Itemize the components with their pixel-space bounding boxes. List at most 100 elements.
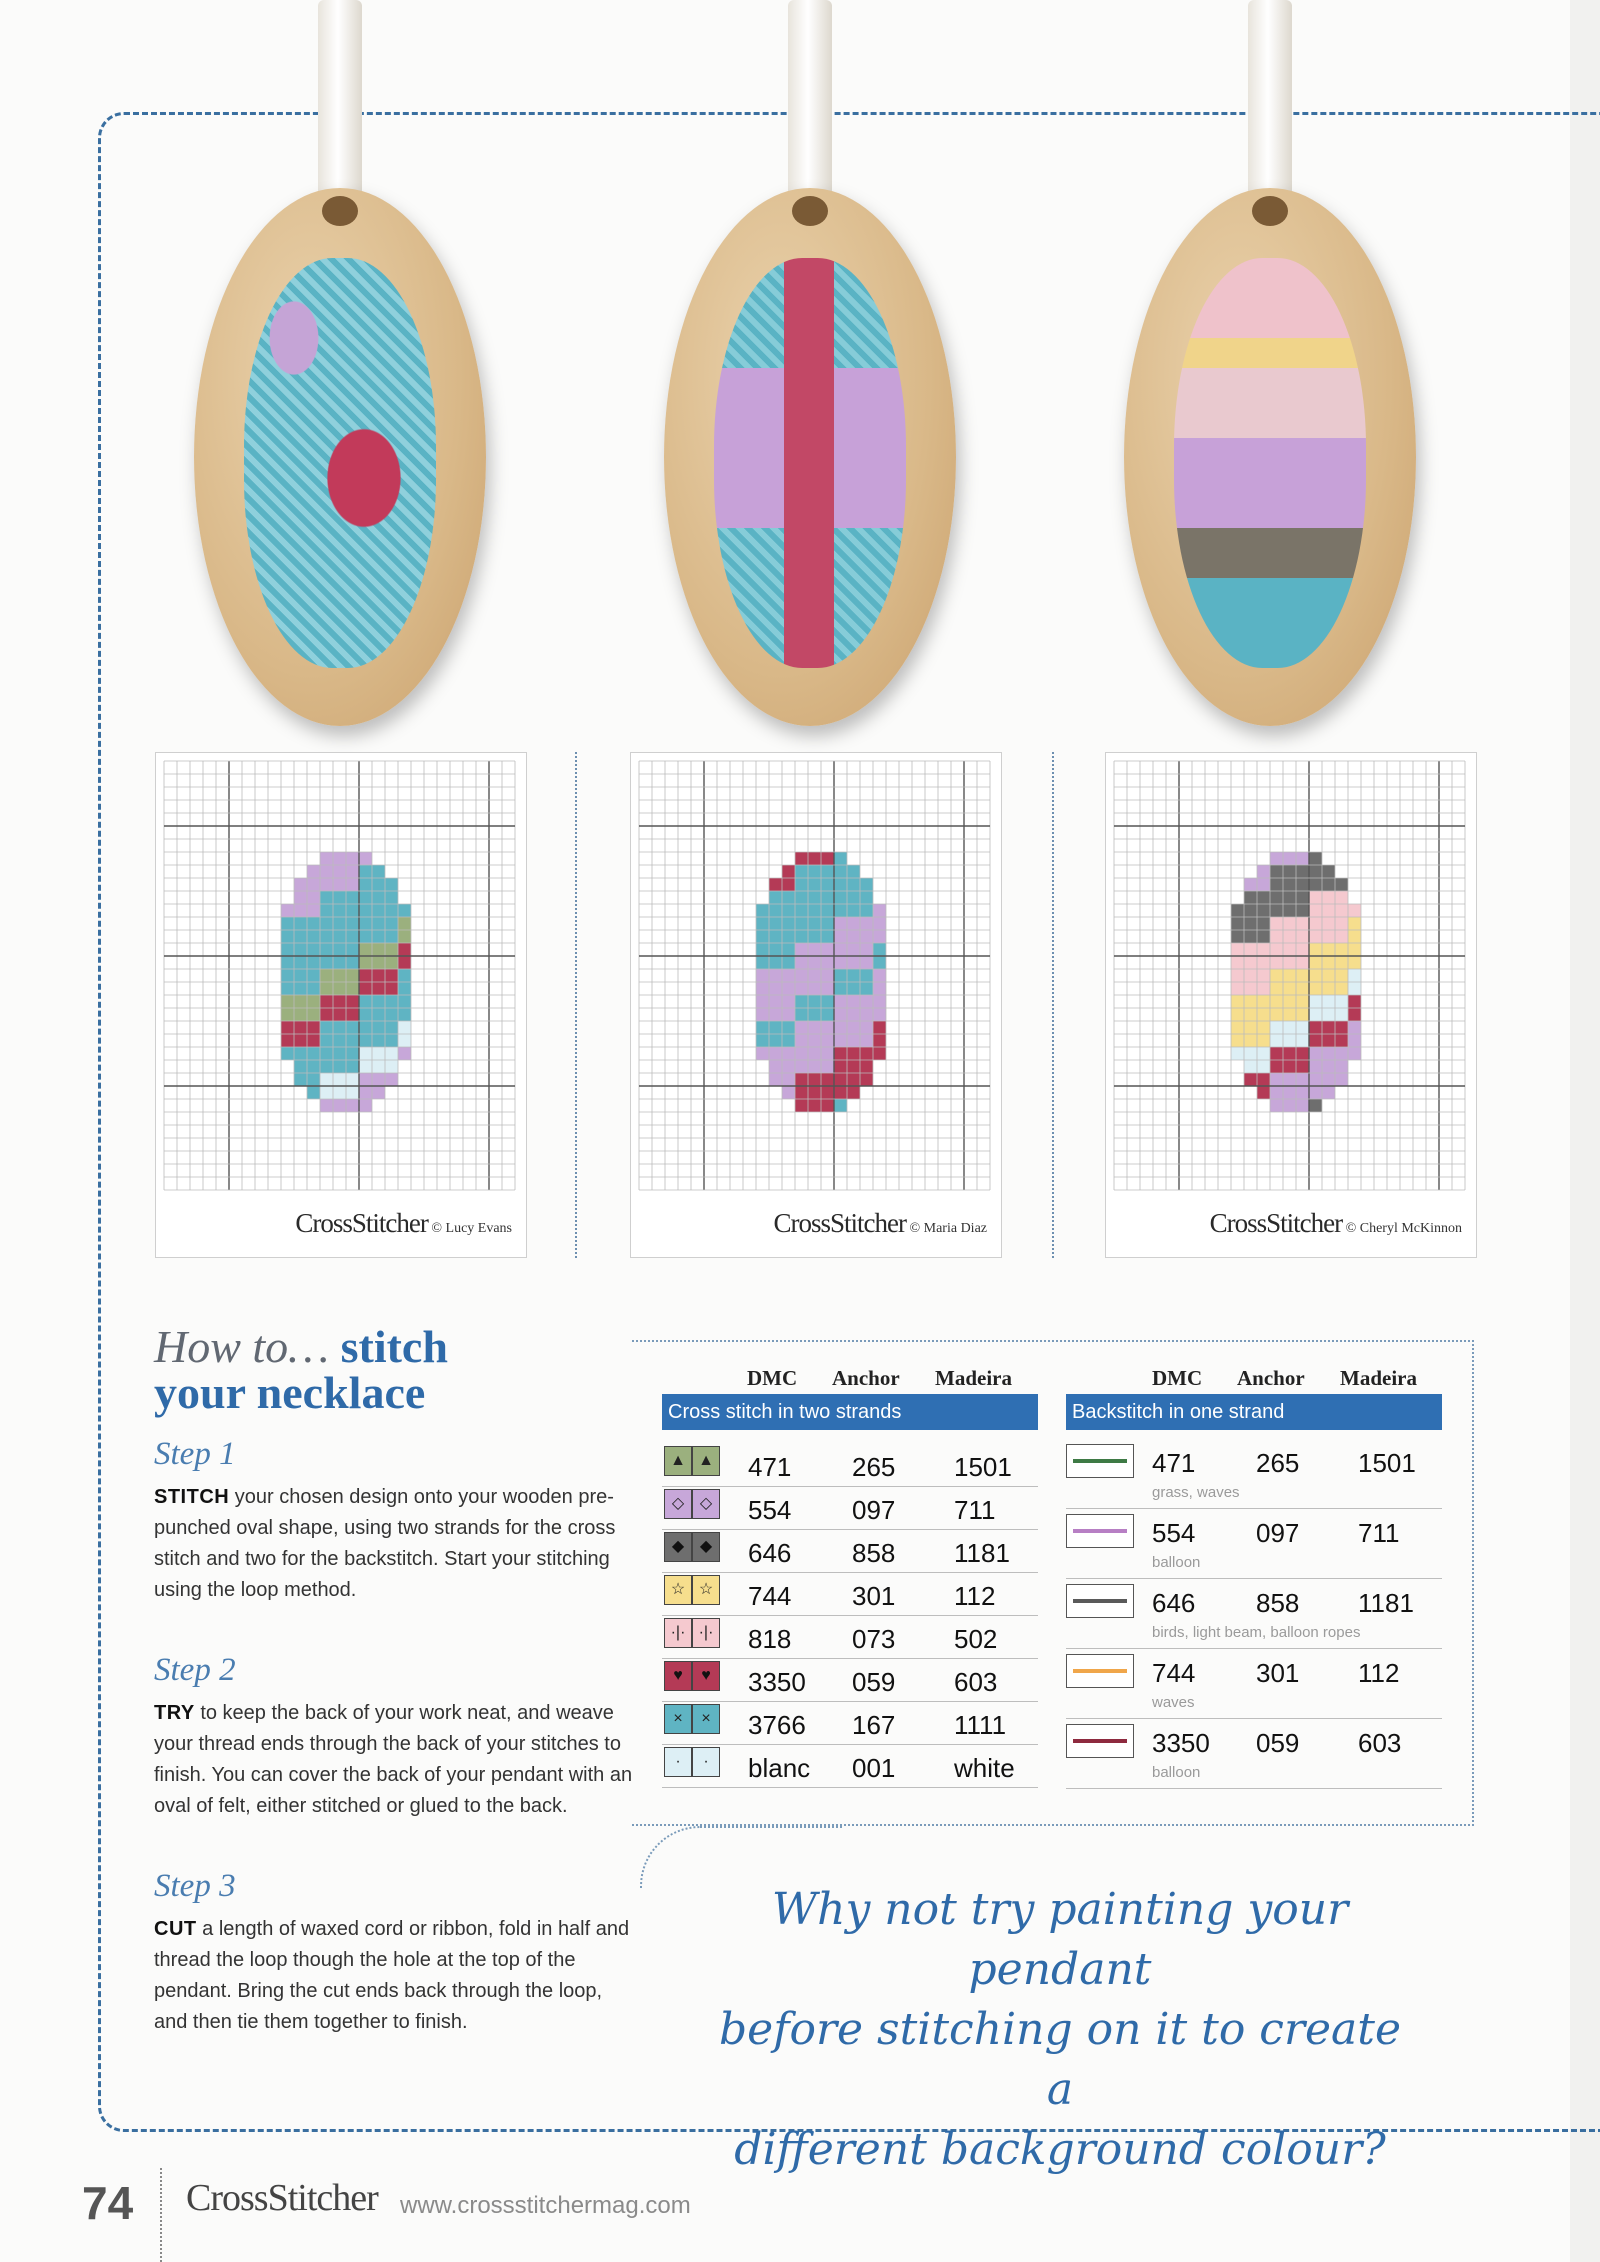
chart-stitch-cell: [294, 1060, 307, 1073]
chart-stitch-cell: [1257, 1047, 1270, 1060]
chart-stitch-cell: [847, 1073, 860, 1086]
chart-stitch-cell: [808, 1060, 821, 1073]
chart-stitch-cell: [294, 891, 307, 904]
chart-stitch-cell: [398, 943, 411, 956]
chart-stitch-cell: [873, 917, 886, 930]
key-anchor: 167: [852, 1710, 896, 1740]
chart-stitch-cell: [795, 943, 808, 956]
chart-stitch-cell: [1335, 1008, 1348, 1021]
chart-stitch-cell: [281, 904, 294, 917]
chart-stitch-cell: [756, 943, 769, 956]
chart-stitch-cell: [1244, 982, 1257, 995]
chart-stitch-cell: [1309, 1008, 1322, 1021]
chart-stitch-cell: [1283, 995, 1296, 1008]
key-anchor: 001: [852, 1753, 896, 1783]
chart-stitch-cell: [795, 956, 808, 969]
chart-stitch-cell: [1270, 917, 1283, 930]
chart-stitch-cell: [346, 1021, 359, 1034]
chart-stitch-cell: [333, 956, 346, 969]
chart-stitch-cell: [1270, 995, 1283, 1008]
chart-stitch-cell: [307, 1073, 320, 1086]
chart-stitch-cell: [1309, 956, 1322, 969]
chart-stitch-cell: [795, 969, 808, 982]
chart-stitch-cell: [385, 904, 398, 917]
chart-stitch-cell: [1309, 904, 1322, 917]
chart-stitch-cell: [346, 943, 359, 956]
chart-stitch-cell: [1335, 995, 1348, 1008]
chart-stitch-cell: [1257, 1060, 1270, 1073]
chart-stitch-cell: [1322, 943, 1335, 956]
chart-stitch-cell: [333, 904, 346, 917]
chart-stitch-cell: [795, 1021, 808, 1034]
chart-stitch-cell: [385, 1060, 398, 1073]
chart-stitch-cell: [346, 865, 359, 878]
chart-stitch-cell: [795, 1060, 808, 1073]
chart-stitch-cell: [795, 904, 808, 917]
chart-stitch-cell: [398, 917, 411, 930]
chart-stitch-cell: [1296, 904, 1309, 917]
chart-stitch-cell: [320, 995, 333, 1008]
key-dmc: 744: [748, 1581, 792, 1611]
chart-stitch-cell: [1283, 1047, 1296, 1060]
chart-stitch-cell: [769, 917, 782, 930]
col-anchor-2: Anchor: [1237, 1366, 1305, 1390]
chart-stitch-cell: [847, 1060, 860, 1073]
chart-stitch-cell: [795, 865, 808, 878]
chart-stitch-cell: [834, 956, 847, 969]
chart-stitch-cell: [1348, 1008, 1361, 1021]
chart-stitch-cell: [385, 1073, 398, 1086]
chart-stitch-cell: [860, 930, 873, 943]
chart-stitch-cell: [808, 969, 821, 982]
chart-stitch-cell: [1257, 865, 1270, 878]
chart-stitch-cell: [782, 995, 795, 1008]
chart-stitch-cell: [834, 1073, 847, 1086]
chart-stitch-cell: [769, 930, 782, 943]
chart-stitch-cell: [821, 1008, 834, 1021]
chart-stitch-cell: [1309, 1086, 1322, 1099]
step-3-heading: Step 3: [154, 1868, 236, 1904]
chart-stitch-cell: [307, 1047, 320, 1060]
chart-stitch-cell: [398, 969, 411, 982]
chart-stitch-cell: [359, 995, 372, 1008]
chart-stitch-cell: [873, 1047, 886, 1060]
chart-stitch-cell: [860, 943, 873, 956]
chart-stitch-cell: [372, 1008, 385, 1021]
stitched-design: [1174, 258, 1366, 668]
tip-line-2: before stitching on it to create a: [719, 2004, 1401, 2115]
chart-stitch-cell: [1231, 1008, 1244, 1021]
chart-stitch-cell: [294, 1034, 307, 1047]
backstitch-note: balloon: [1152, 1764, 1201, 1781]
chart-stitch-cell: [821, 891, 834, 904]
chart-stitch-cell: [821, 1047, 834, 1060]
chart-stitch-cell: [1270, 891, 1283, 904]
chart-stitch-cell: [359, 982, 372, 995]
chart-stitch-cell: [769, 891, 782, 904]
chart-stitch-cell: [795, 930, 808, 943]
chart-stitch-cell: [1335, 1047, 1348, 1060]
chart-stitch-cell: [385, 995, 398, 1008]
chart-stitch-cell: [1296, 1073, 1309, 1086]
chart-stitch-cell: [359, 852, 372, 865]
chart-stitch-cell: [769, 1073, 782, 1086]
chart-stitch-cell: [756, 930, 769, 943]
chart-stitch-cell: [372, 904, 385, 917]
chart-stitch-cell: [359, 865, 372, 878]
chart-stitch-cell: [359, 1073, 372, 1086]
chart-stitch-cell: [808, 904, 821, 917]
dashed-frame: [98, 112, 1600, 2132]
footer-url[interactable]: www.crossstitchermag.com: [400, 2192, 691, 2219]
pendant-photo-bird: [1120, 0, 1420, 740]
chart-stitch-cell: [1283, 1060, 1296, 1073]
chart-stitch-cell: [1270, 956, 1283, 969]
chart-stitch-cell: [1231, 904, 1244, 917]
chart-stitch-cell: [1270, 1021, 1283, 1034]
chart-stitch-cell: [1283, 956, 1296, 969]
cord: [788, 0, 832, 200]
chart-stitch-cell: [346, 1060, 359, 1073]
cord: [318, 0, 362, 200]
chart-stitch-cell: [873, 1008, 886, 1021]
backstitch-swatch: [1066, 1724, 1134, 1758]
chart-stitch-cell: [307, 891, 320, 904]
symbol-swatch: ·|·: [692, 1618, 720, 1648]
chart-stitch-cell: [346, 878, 359, 891]
